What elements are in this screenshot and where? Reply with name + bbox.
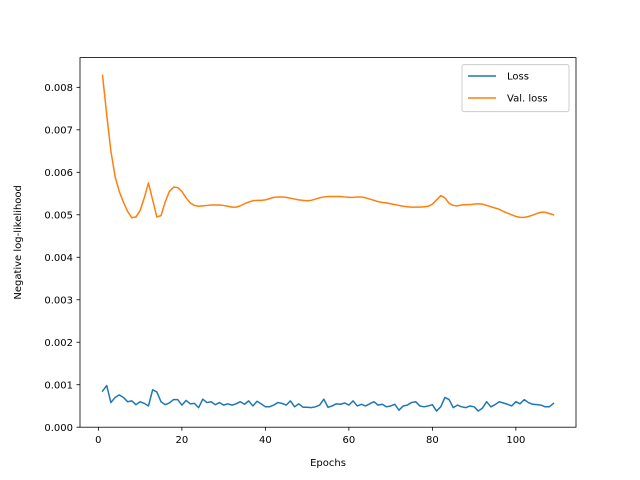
legend: Loss Val. loss [461,64,570,113]
series-layer [101,74,555,412]
series-line-loss [101,384,555,412]
x-tick-label: 80 [426,435,439,446]
axes-frame [79,57,577,428]
y-axis-label: Negative log-likelihood [13,185,24,300]
tick-layer: 0 20 40 60 80 100 0.000 0.001 0.002 0.003 0.004 0.0… [44,83,525,446]
x-tick-label: 40 [259,435,272,446]
x-tick-label: 0 [95,435,101,446]
series-line-val-loss [101,74,555,219]
y-tick-label: 0.001 [44,380,73,391]
y-tick-label: 0.000 [44,423,73,434]
y-tick-label: 0.007 [44,125,73,136]
x-tick-label: 20 [176,435,189,446]
y-tick-label: 0.008 [44,83,73,94]
y-tick-label: 0.005 [44,210,73,221]
y-tick-label: 0.004 [44,253,73,264]
x-tick-label: 100 [506,435,525,446]
x-tick-label: 60 [343,435,356,446]
legend-label-val-loss: Val. loss [507,94,548,105]
y-tick-label: 0.006 [44,168,73,179]
x-axis-label: Epochs [310,458,346,469]
y-tick-label: 0.002 [44,338,73,349]
y-tick-label: 0.003 [44,295,73,306]
legend-label-loss: Loss [507,72,529,83]
